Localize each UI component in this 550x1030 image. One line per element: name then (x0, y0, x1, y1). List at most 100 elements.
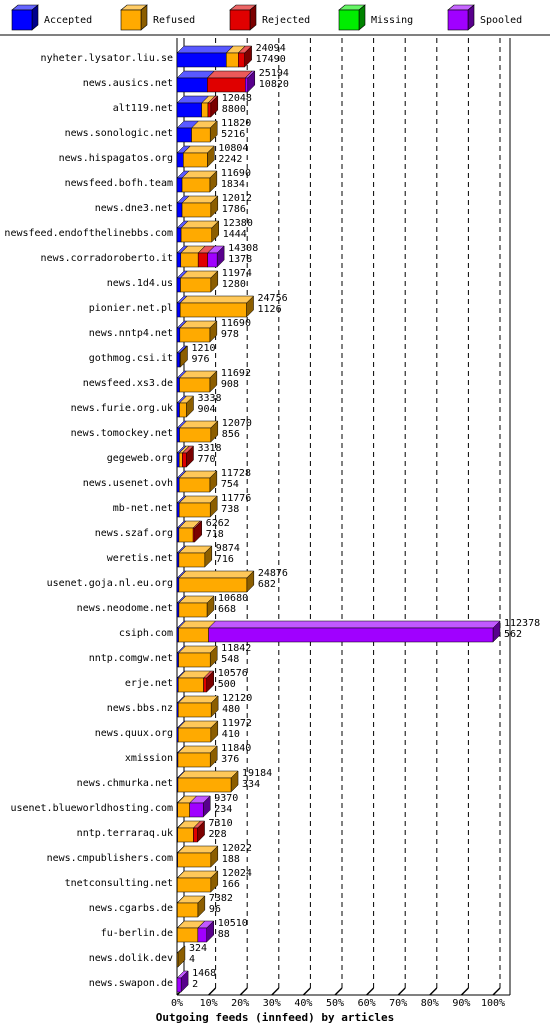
y-tick-label: news.hispagatos.org (59, 153, 173, 164)
bar-front (189, 802, 204, 818)
offered-label: 12012 (222, 193, 252, 204)
bar-segment (207, 620, 501, 643)
accepted-label: 1834 (221, 179, 245, 190)
bar-front (207, 102, 212, 118)
bar-segment (177, 695, 219, 718)
bar-front (176, 952, 179, 968)
x-tick-label: 0% (171, 998, 183, 1009)
bar-front (177, 927, 199, 943)
offered-label: 11690 (221, 168, 251, 179)
y-tick-label: alt119.net (113, 103, 173, 114)
y-tick-label: newsfeed.xs3.de (83, 378, 173, 389)
bar-front (176, 327, 181, 343)
bar-segment (178, 495, 218, 518)
accepted-label: 4 (189, 954, 195, 965)
offered-label: 9370 (214, 793, 238, 804)
legend-swatch-front (338, 9, 360, 31)
accepted-label: 904 (197, 404, 215, 415)
offered-label: 7310 (209, 818, 233, 829)
x-tick (366, 987, 375, 996)
offered-label: 9874 (216, 543, 240, 554)
offered-label: 12070 (222, 418, 252, 429)
offered-label: 1210 (191, 343, 215, 354)
y-tick-label: news.ausics.net (83, 78, 173, 89)
bar-segment (237, 45, 253, 68)
legend-swatch (11, 4, 39, 31)
bar-front (238, 52, 245, 68)
offered-label: 112378 (504, 618, 540, 629)
legend-swatch-front (11, 9, 33, 31)
accepted-label: 1378 (228, 254, 252, 265)
offered-label: 7382 (209, 893, 233, 904)
bar-front (179, 427, 212, 443)
legend-swatch-front (229, 9, 251, 31)
y-tick-label: news.corradoroberto.it (41, 253, 173, 264)
accepted-label: 334 (242, 779, 260, 790)
offered-label: 19184 (242, 768, 272, 779)
accepted-label: 754 (221, 479, 239, 490)
bar-front (178, 602, 208, 618)
offered-label: 12048 (222, 93, 252, 104)
bar-segment (178, 595, 215, 618)
accepted-label: 166 (222, 879, 240, 890)
accepted-label: 10820 (259, 79, 289, 90)
bar-top (177, 770, 239, 779)
offered-label: 10680 (218, 593, 248, 604)
offered-label: 11776 (221, 493, 251, 504)
bar-segment (176, 970, 189, 993)
bar-front (176, 477, 180, 493)
y-tick-label: news.dne3.net (95, 203, 173, 214)
bar-front (176, 102, 202, 118)
bar-front (207, 77, 246, 93)
bar-segment (178, 470, 218, 493)
bar-segment (176, 870, 219, 893)
x-tick (334, 987, 343, 996)
bar-front (177, 877, 212, 893)
x-tick (460, 987, 469, 996)
offered-label: 10576 (218, 668, 248, 679)
bar-segment (177, 845, 219, 868)
offered-label: 1468 (192, 968, 216, 979)
x-tick-label: 100% (481, 998, 505, 1009)
x-axis-title: Outgoing feeds (innfeed) by articles (156, 1011, 394, 1024)
bar-segment (192, 820, 206, 843)
bar-front (245, 77, 249, 93)
accepted-label: 1444 (223, 229, 247, 240)
bar-front (178, 727, 212, 743)
bar-front (176, 577, 180, 593)
y-tick-label: news.neodome.net (77, 603, 173, 614)
y-tick-label: weretis.net (107, 553, 173, 564)
bar-segment (178, 395, 195, 418)
y-tick-label: mb-net.net (113, 503, 173, 514)
accepted-label: 856 (222, 429, 240, 440)
bar-segment (178, 570, 255, 593)
accepted-label: 682 (258, 579, 276, 590)
y-tick-label: news.cmpublishers.com (47, 853, 173, 864)
offered-label: 11820 (221, 118, 251, 129)
bar-segment (244, 70, 256, 93)
bar-front (178, 552, 206, 568)
x-tick (492, 987, 501, 996)
offered-label: 12380 (223, 218, 253, 229)
accepted-label: 376 (221, 754, 239, 765)
bar-front (178, 627, 209, 643)
y-tick-label: nntp.terraraq.uk (77, 828, 173, 839)
x-tick (302, 987, 311, 996)
y-tick-label: gegeweb.org (107, 453, 173, 464)
accepted-label: 562 (504, 629, 522, 640)
bar-front (179, 377, 211, 393)
offered-label: 10804 (218, 143, 248, 154)
y-tick-label: csiph.com (119, 628, 173, 639)
bar-front (180, 227, 213, 243)
bar-front (176, 977, 182, 993)
offered-label: 25194 (259, 68, 289, 79)
y-tick-label: news.dolik.dev (89, 953, 173, 964)
y-tick-label: nntp.comgw.net (89, 653, 173, 664)
bar-segment (180, 220, 220, 243)
offered-label: 3338 (197, 393, 221, 404)
bar-front (177, 777, 232, 793)
y-tick-label: news.1d4.us (107, 278, 173, 289)
bar-front (201, 102, 209, 118)
bar-front (180, 252, 199, 268)
bar-top (179, 295, 255, 304)
